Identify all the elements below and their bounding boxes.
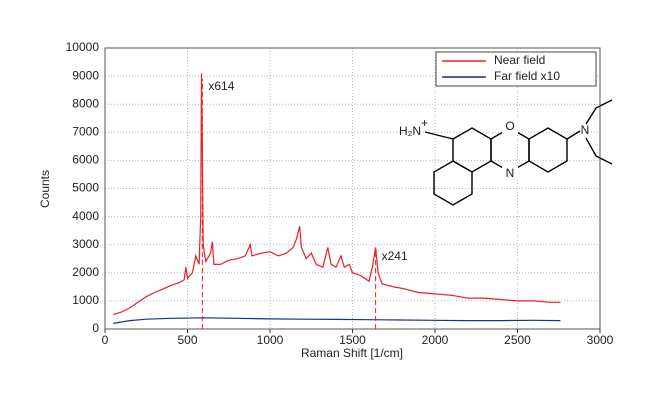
- label-bg: [502, 120, 518, 134]
- x-tick-label: 500: [177, 333, 197, 347]
- nitrogen-label: N: [506, 166, 515, 180]
- label-bg: [502, 166, 518, 180]
- series-line: [113, 73, 561, 315]
- series-line: [113, 317, 561, 324]
- charge-label: +: [421, 116, 428, 130]
- y-tick-label: 8000: [72, 96, 99, 110]
- bond: [585, 137, 613, 165]
- bond: [566, 130, 581, 140]
- legend-label: Near field: [494, 53, 545, 67]
- y-tick-label: 5000: [72, 181, 99, 195]
- x-tick-label: 3000: [587, 333, 614, 347]
- plot-frame: [104, 47, 601, 330]
- annotation-label: x241: [382, 249, 408, 263]
- y-tick-label: 3000: [72, 237, 99, 251]
- x-tick-label: 1500: [339, 333, 366, 347]
- annotation-label: x614: [208, 79, 234, 93]
- y-tick-label: 1000: [72, 293, 99, 307]
- y-axis-label: Counts: [38, 170, 52, 208]
- bond: [585, 99, 613, 125]
- molecule: H₂N + O N N: [399, 99, 613, 206]
- bond: [424, 131, 454, 140]
- x-tick-label: 1000: [257, 333, 284, 347]
- y-tick-label: 0: [92, 321, 99, 335]
- oxygen-label: O: [505, 119, 514, 133]
- nitrogen-label: N: [581, 123, 590, 137]
- legend-label: Far field x10: [494, 69, 560, 83]
- ring: [528, 127, 568, 173]
- ring: [452, 127, 492, 173]
- y-tick-label: 10000: [66, 40, 100, 54]
- legend-box: [435, 51, 597, 87]
- x-tick-label: 2000: [422, 333, 449, 347]
- ring: [433, 160, 473, 206]
- x-axis-label: Raman Shift [1/cm]: [301, 346, 403, 360]
- amine-label: H₂N: [399, 124, 421, 138]
- x-tick-label: 0: [102, 333, 109, 347]
- y-tick-label: 6000: [72, 153, 99, 167]
- y-tick-label: 7000: [72, 124, 99, 138]
- y-tick-label: 2000: [72, 265, 99, 279]
- x-tick-label: 2500: [504, 333, 531, 347]
- y-tick-label: 4000: [72, 209, 99, 223]
- y-tick-label: 9000: [72, 68, 99, 82]
